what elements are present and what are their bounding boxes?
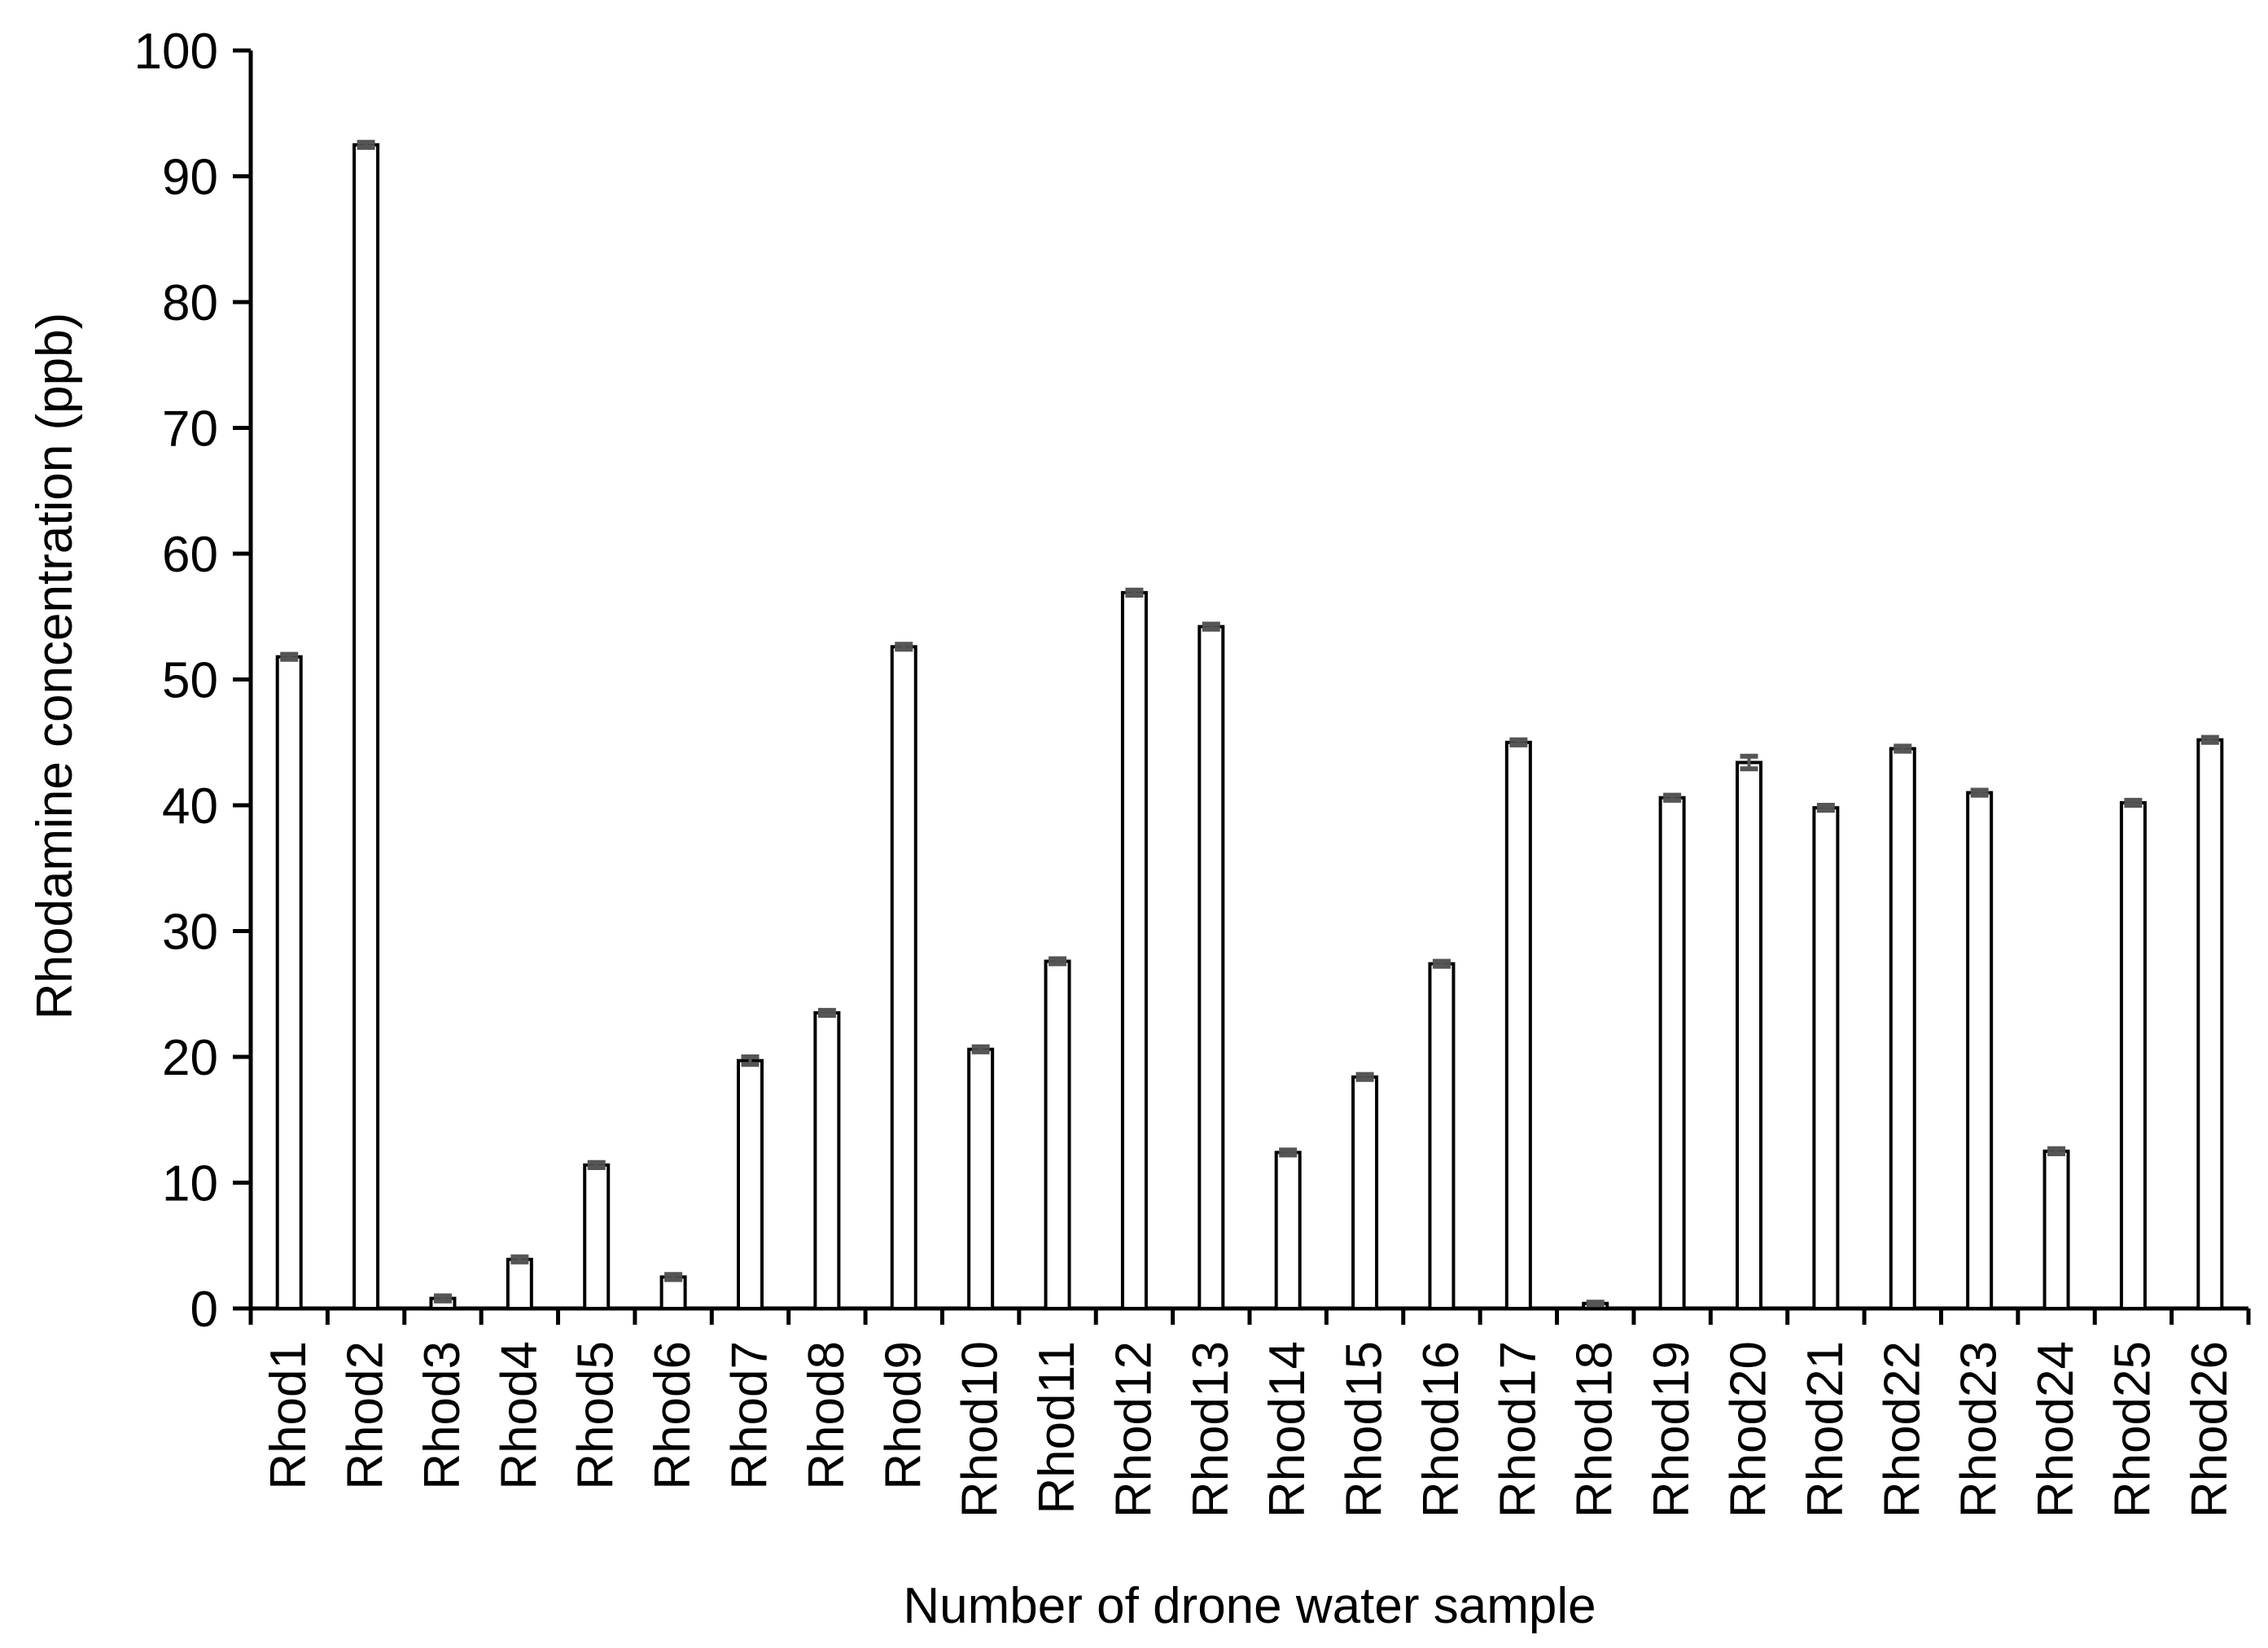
error-bar-rhod1: [280, 651, 299, 662]
x-tick-label: Rhod17: [1490, 1341, 1546, 1518]
y-tick-label: 0: [190, 1282, 218, 1338]
bar-rhod16: [1428, 962, 1456, 1311]
x-tick-label: Rhod6: [645, 1341, 701, 1490]
bar-rhod23: [1966, 791, 1994, 1310]
bar-rhod4: [506, 1257, 533, 1310]
y-axis: [233, 48, 253, 1311]
bar-rhod11: [1044, 959, 1071, 1310]
x-tick-label: Rhod14: [1259, 1341, 1316, 1518]
x-tick-label: Rhod12: [1106, 1341, 1162, 1518]
bar-rhod14: [1274, 1151, 1302, 1311]
bar-rhod9: [890, 645, 917, 1310]
error-bar-rhod3: [433, 1293, 452, 1304]
x-tick-label: Rhod21: [1797, 1341, 1854, 1518]
x-tick-label: Rhod20: [1721, 1341, 1777, 1518]
x-axis: [248, 1306, 2251, 1325]
bar-rhod12: [1120, 590, 1148, 1310]
error-bar-rhod18: [1586, 1300, 1605, 1308]
y-tick-label: 20: [162, 1030, 218, 1086]
error-bar-rhod17: [1509, 737, 1528, 747]
x-tick-label: Rhod13: [1183, 1341, 1239, 1518]
x-tick-label: Rhod23: [1951, 1341, 2007, 1518]
error-bar-rhod26: [2200, 734, 2219, 745]
x-tick-label: Rhod10: [952, 1341, 1009, 1518]
bar-rhod1: [275, 655, 303, 1310]
x-tick-label: Rhod19: [1644, 1341, 1700, 1518]
error-bar-rhod12: [1125, 587, 1144, 598]
y-tick-label: 70: [162, 401, 218, 458]
x-tick-labels: Rhod1 Rhod2 Rhod3 Rhod4 Rhod5 Rhod6 Rhod7 Rhod8…: [261, 1341, 2238, 1518]
y-tick-label: 90: [162, 150, 218, 206]
x-tick-label: Rhod5: [568, 1341, 624, 1490]
error-bar-rhod21: [1816, 803, 1835, 813]
error-bar-rhod2: [357, 139, 375, 150]
x-tick-label: Rhod18: [1567, 1341, 1623, 1518]
y-tick-label: 30: [162, 905, 218, 961]
error-bar-rhod15: [1355, 1072, 1374, 1082]
error-bar-rhod24: [2047, 1146, 2066, 1156]
bar-rhod17: [1504, 740, 1532, 1310]
error-bar-rhod23: [1970, 787, 1989, 798]
y-tick-label: 50: [162, 653, 218, 709]
error-bar-rhod10: [971, 1044, 990, 1054]
x-tick-label: Rhod25: [2104, 1341, 2161, 1518]
bar-rhod24: [2043, 1149, 2070, 1310]
error-bar-rhod20: [1740, 753, 1758, 772]
bar-rhod15: [1351, 1075, 1379, 1310]
error-bar-rhod7: [741, 1054, 760, 1067]
bar-rhod22: [1889, 747, 1916, 1310]
y-tick-label: 100: [134, 24, 218, 80]
x-tick-label: Rhod4: [491, 1341, 547, 1490]
y-axis-title: Rhodamine concentration (ppb): [27, 313, 83, 1020]
y-tick-labels: 0 10 20 30 40 50 60 70 80 90 100: [134, 24, 218, 1338]
x-axis-title: Number of drone water sample: [903, 1578, 1596, 1634]
error-bar-rhod14: [1279, 1147, 1298, 1158]
error-bar-rhod25: [2124, 797, 2143, 808]
bar-rhod2: [352, 142, 380, 1310]
error-bar-rhod16: [1432, 958, 1451, 969]
error-bars: [280, 139, 2219, 1308]
error-bar-rhod11: [1049, 956, 1067, 966]
x-tick-label: Rhod26: [2182, 1341, 2238, 1518]
y-tick-label: 40: [162, 778, 218, 835]
bar-rhod10: [967, 1047, 995, 1310]
bar-rhod20: [1736, 760, 1762, 1310]
bars: [275, 142, 2224, 1311]
error-bar-rhod9: [895, 642, 913, 652]
x-tick-label: Rhod11: [1029, 1341, 1085, 1514]
x-tick-label: Rhod8: [799, 1341, 855, 1490]
bar-rhod7: [737, 1058, 764, 1310]
bar-rhod8: [813, 1010, 841, 1311]
y-tick-label: 10: [162, 1156, 218, 1212]
bar-rhod26: [2196, 738, 2224, 1310]
error-bar-rhod13: [1202, 621, 1220, 632]
error-bar-rhod22: [1894, 743, 1912, 754]
x-tick-label: Rhod22: [1874, 1341, 1930, 1518]
bar-rhod25: [2119, 800, 2147, 1310]
x-tick-label: Rhod24: [2028, 1341, 2084, 1518]
bar-rhod5: [583, 1163, 611, 1310]
x-tick-label: Rhod7: [722, 1341, 778, 1490]
error-bar-rhod6: [664, 1272, 683, 1282]
bar-rhod21: [1812, 806, 1840, 1310]
y-tick-label: 60: [162, 527, 218, 583]
y-tick-label: 80: [162, 275, 218, 331]
x-tick-label: Rhod16: [1413, 1341, 1469, 1518]
error-bar-rhod4: [510, 1254, 529, 1264]
x-tick-label: Rhod3: [414, 1341, 471, 1490]
error-bar-rhod19: [1663, 792, 1682, 803]
bar-rhod19: [1658, 796, 1686, 1310]
x-tick-label: Rhod2: [338, 1341, 394, 1490]
x-tick-label: Rhod1: [261, 1341, 317, 1490]
error-bar-rhod8: [817, 1007, 836, 1019]
x-tick-label: Rhod9: [875, 1341, 931, 1490]
bar-rhod13: [1197, 625, 1225, 1310]
x-tick-label: Rhod15: [1337, 1341, 1393, 1518]
error-bar-rhod5: [587, 1159, 606, 1170]
